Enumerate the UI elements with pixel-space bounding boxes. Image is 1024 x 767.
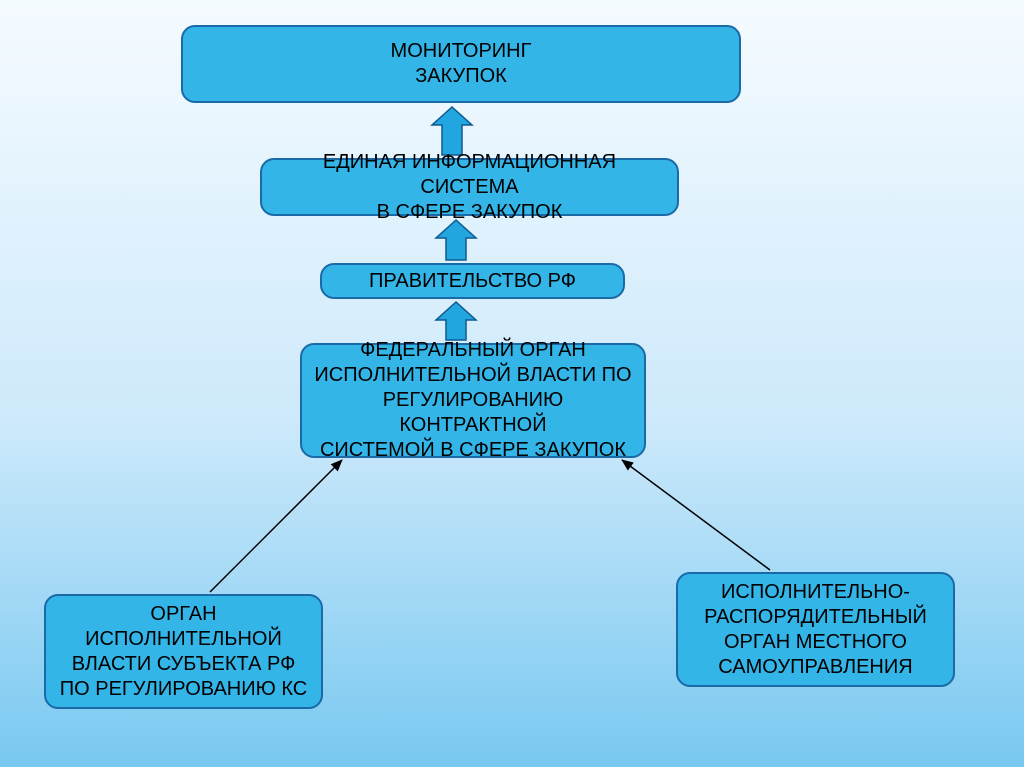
node-label: ЕДИНАЯ ИНФОРМАЦИОННАЯ СИСТЕМА В СФЕРЕ ЗА… [272,150,667,225]
node-label: ФЕДЕРАЛЬНЫЙ ОРГАН ИСПОЛНИТЕЛЬНОЙ ВЛАСТИ … [312,338,634,463]
node-label: МОНИТОРИНГ ЗАКУПОК [391,39,532,89]
node-label: ПРАВИТЕЛЬСТВО РФ [369,269,576,294]
node-monitoring: МОНИТОРИНГ ЗАКУПОК [181,25,741,103]
node-eis: ЕДИНАЯ ИНФОРМАЦИОННАЯ СИСТЕМА В СФЕРЕ ЗА… [260,158,679,216]
node-gov: ПРАВИТЕЛЬСТВО РФ [320,263,625,299]
block-arrow-fedexec-to-gov [436,302,476,340]
block-arrow-gov-to-eis [436,220,476,260]
node-subject: ОРГАН ИСПОЛНИТЕЛЬНОЙ ВЛАСТИ СУБЪЕКТА РФ … [44,594,323,709]
line-arrow-local-to-fedexec [622,460,770,570]
block-arrow-eis-to-monitoring [432,107,472,155]
node-local: ИСПОЛНИТЕЛЬНО- РАСПОРЯДИТЕЛЬНЫЙ ОРГАН МЕ… [676,572,955,687]
node-fedexec: ФЕДЕРАЛЬНЫЙ ОРГАН ИСПОЛНИТЕЛЬНОЙ ВЛАСТИ … [300,343,646,458]
node-label: ОРГАН ИСПОЛНИТЕЛЬНОЙ ВЛАСТИ СУБЪЕКТА РФ … [60,602,307,702]
line-arrow-subject-to-fedexec [210,460,342,592]
node-label: ИСПОЛНИТЕЛЬНО- РАСПОРЯДИТЕЛЬНЫЙ ОРГАН МЕ… [704,580,927,680]
